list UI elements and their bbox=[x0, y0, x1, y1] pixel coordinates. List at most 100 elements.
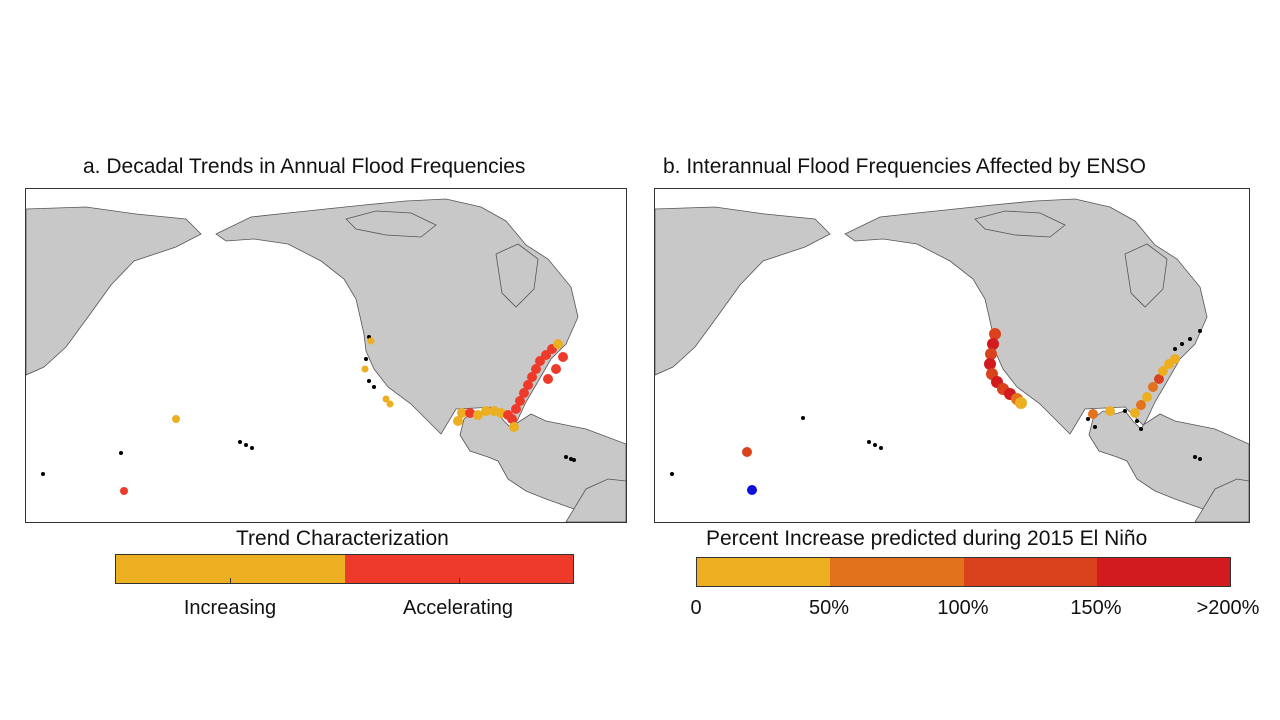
station-marker bbox=[670, 472, 674, 476]
station-marker bbox=[1198, 457, 1202, 461]
station-marker bbox=[985, 348, 997, 360]
station-marker bbox=[367, 337, 375, 345]
tick-label-0: 0 bbox=[690, 597, 702, 619]
station-marker bbox=[1135, 419, 1139, 423]
station-marker bbox=[531, 364, 541, 374]
station-marker bbox=[244, 443, 248, 447]
station-marker bbox=[473, 410, 483, 420]
station-marker bbox=[1148, 382, 1158, 392]
arctic-islands bbox=[345, 210, 437, 238]
station-marker bbox=[364, 357, 368, 361]
station-marker bbox=[1086, 417, 1090, 421]
arctic-islands bbox=[974, 210, 1066, 238]
panel-b-stations bbox=[670, 328, 1202, 495]
siberia bbox=[26, 206, 202, 376]
station-marker bbox=[742, 447, 752, 457]
legend-label-increasing: Increasing bbox=[183, 597, 277, 619]
land bbox=[26, 198, 626, 522]
station-marker bbox=[1170, 354, 1180, 364]
panel-a-stations bbox=[41, 335, 576, 495]
station-marker bbox=[1139, 427, 1143, 431]
station-marker bbox=[1142, 392, 1152, 402]
panel-a-map-svg bbox=[26, 198, 626, 522]
station-marker bbox=[509, 422, 519, 432]
station-marker bbox=[1154, 374, 1164, 384]
tick-label-100: 100% bbox=[937, 597, 989, 619]
station-marker bbox=[172, 415, 180, 423]
panel-a-colorbar bbox=[115, 554, 574, 584]
station-marker bbox=[120, 487, 128, 495]
station-marker bbox=[361, 365, 369, 373]
colorbar-segment-100-150 bbox=[963, 558, 1097, 586]
panel-a-title: a. Decadal Trends in Annual Flood Freque… bbox=[83, 155, 526, 178]
station-marker bbox=[523, 380, 533, 390]
station-marker bbox=[41, 472, 45, 476]
panel-a-map bbox=[25, 188, 627, 523]
station-marker bbox=[527, 372, 537, 382]
station-marker bbox=[558, 352, 568, 362]
panel-a-legend-title: Trend Characterization bbox=[236, 527, 449, 550]
greenland bbox=[1124, 243, 1168, 308]
greenland bbox=[495, 243, 539, 308]
station-marker bbox=[250, 446, 254, 450]
station-marker bbox=[1093, 425, 1097, 429]
land bbox=[655, 198, 1249, 522]
station-marker bbox=[457, 408, 467, 418]
station-marker bbox=[511, 404, 521, 414]
station-marker bbox=[1193, 455, 1197, 459]
station-marker bbox=[1123, 409, 1127, 413]
siberia bbox=[655, 206, 831, 376]
station-marker bbox=[515, 396, 525, 406]
tick-label-150: 150% bbox=[1070, 597, 1122, 619]
station-marker bbox=[1180, 342, 1184, 346]
station-marker bbox=[386, 400, 394, 408]
panel-b-legend-title: Percent Increase predicted during 2015 E… bbox=[706, 527, 1148, 550]
panel-b-colorbar bbox=[696, 557, 1231, 587]
station-marker bbox=[987, 338, 999, 350]
station-marker bbox=[119, 451, 123, 455]
station-marker bbox=[879, 446, 883, 450]
station-marker bbox=[984, 358, 996, 370]
station-marker bbox=[1105, 406, 1115, 416]
station-marker bbox=[564, 455, 568, 459]
station-marker bbox=[238, 440, 242, 444]
panel-b-map-svg bbox=[655, 198, 1249, 522]
station-marker bbox=[551, 364, 561, 374]
station-marker bbox=[453, 416, 463, 426]
colorbar-segment-0-50 bbox=[697, 558, 831, 586]
station-marker bbox=[1130, 408, 1140, 418]
station-marker bbox=[1136, 400, 1146, 410]
colorbar-segment-150-200 bbox=[1096, 558, 1230, 586]
station-marker bbox=[372, 385, 376, 389]
station-marker bbox=[553, 339, 563, 349]
station-marker bbox=[507, 414, 517, 424]
station-marker bbox=[989, 328, 1001, 340]
station-marker bbox=[1173, 347, 1177, 351]
panel-b-map bbox=[654, 188, 1250, 523]
station-marker bbox=[1015, 397, 1027, 409]
station-marker bbox=[1158, 366, 1168, 376]
north-america-landmass bbox=[844, 198, 1249, 522]
station-marker bbox=[747, 485, 757, 495]
station-marker bbox=[572, 458, 576, 462]
legend-label-accelerating: Accelerating bbox=[402, 597, 514, 619]
station-marker bbox=[867, 440, 871, 444]
colorbar-segment-accelerating bbox=[344, 555, 573, 583]
panel-b-title: b. Interannual Flood Frequencies Affecte… bbox=[663, 155, 1146, 178]
station-marker bbox=[1188, 337, 1192, 341]
station-marker bbox=[465, 408, 475, 418]
station-marker bbox=[1088, 409, 1098, 419]
south-america bbox=[1194, 478, 1249, 522]
station-marker bbox=[1198, 329, 1202, 333]
colorbar-segment-50-100 bbox=[830, 558, 964, 586]
station-marker bbox=[873, 443, 877, 447]
station-marker bbox=[519, 388, 529, 398]
station-marker bbox=[367, 379, 371, 383]
station-marker bbox=[382, 395, 390, 403]
tick-label-200: >200% bbox=[1196, 597, 1260, 619]
tick-label-50: 50% bbox=[808, 597, 850, 619]
colorbar-segment-increasing bbox=[116, 555, 345, 583]
station-marker bbox=[481, 406, 491, 416]
station-marker bbox=[543, 374, 553, 384]
station-marker bbox=[801, 416, 805, 420]
